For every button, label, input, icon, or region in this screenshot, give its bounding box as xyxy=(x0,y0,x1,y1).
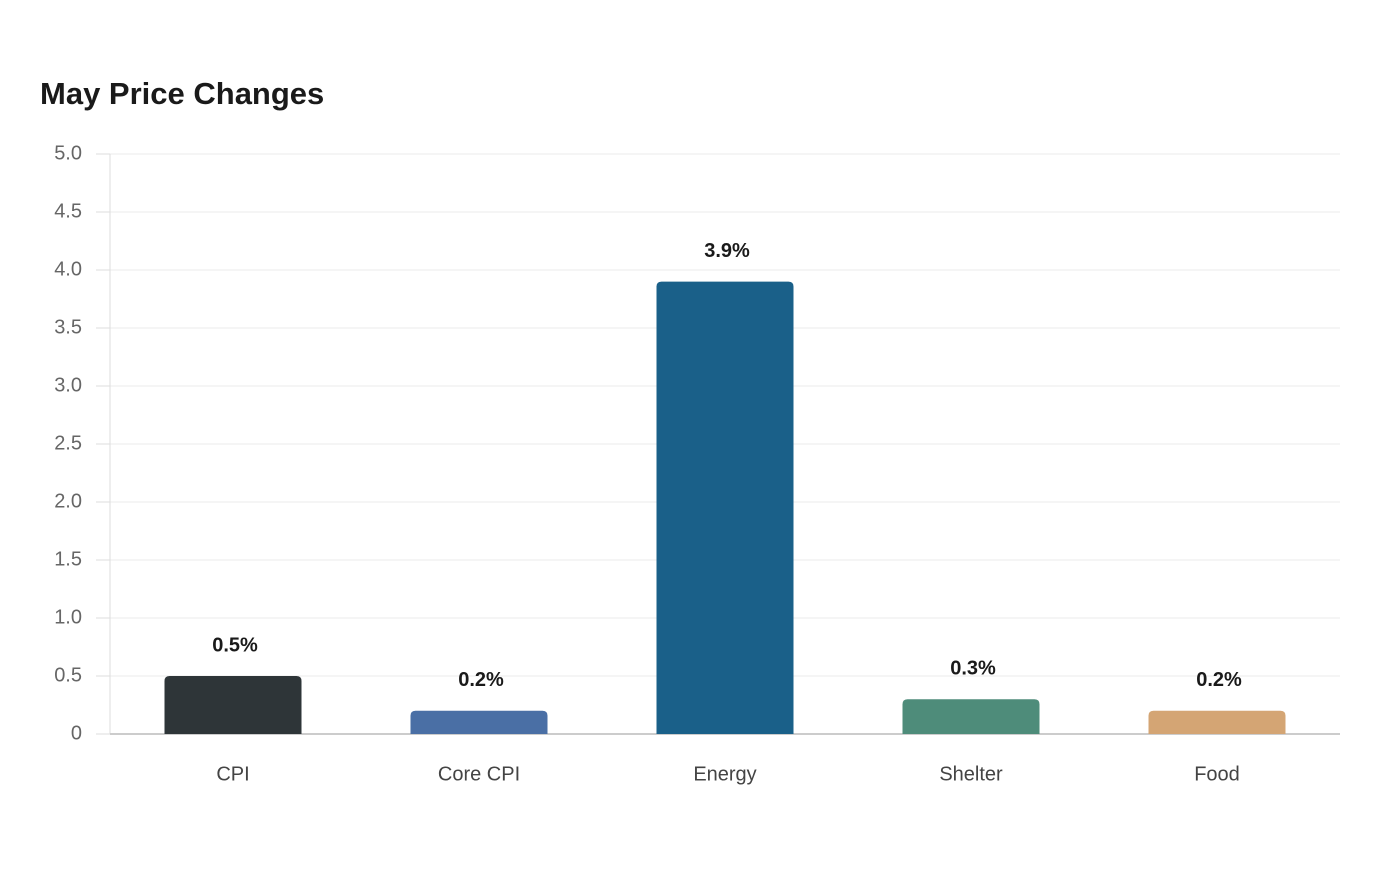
x-tick-label: Core CPI xyxy=(438,763,520,785)
value-label: 0.5% xyxy=(212,634,258,656)
x-tick-label: Energy xyxy=(693,763,756,785)
y-tick-label: 1.0 xyxy=(54,606,82,628)
y-tick-label: 5.0 xyxy=(54,142,82,164)
bar xyxy=(902,699,1040,734)
y-tick-label: 3.0 xyxy=(54,374,82,396)
y-tick-label: 4.5 xyxy=(54,200,82,222)
value-label: 0.2% xyxy=(458,669,504,691)
value-label: 0.3% xyxy=(950,657,996,679)
x-tick-label: CPI xyxy=(216,763,249,785)
x-tick-label: Food xyxy=(1194,763,1240,785)
bar xyxy=(1148,710,1286,734)
y-tick-label: 0.5 xyxy=(54,664,82,686)
y-tick-label: 3.5 xyxy=(54,316,82,338)
y-tick-label: 4.0 xyxy=(54,258,82,280)
x-tick-label: Shelter xyxy=(939,763,1003,785)
y-tick-label: 2.5 xyxy=(54,432,82,454)
chart-title: May Price Changes xyxy=(40,76,324,111)
y-tick-label: 0 xyxy=(71,722,82,744)
y-tick-label: 1.5 xyxy=(54,548,82,570)
value-label: 0.2% xyxy=(1196,669,1242,691)
y-tick-label: 2.0 xyxy=(54,490,82,512)
bar xyxy=(410,710,548,734)
value-label: 3.9% xyxy=(704,240,750,262)
bar xyxy=(656,281,794,734)
bar xyxy=(164,676,302,734)
